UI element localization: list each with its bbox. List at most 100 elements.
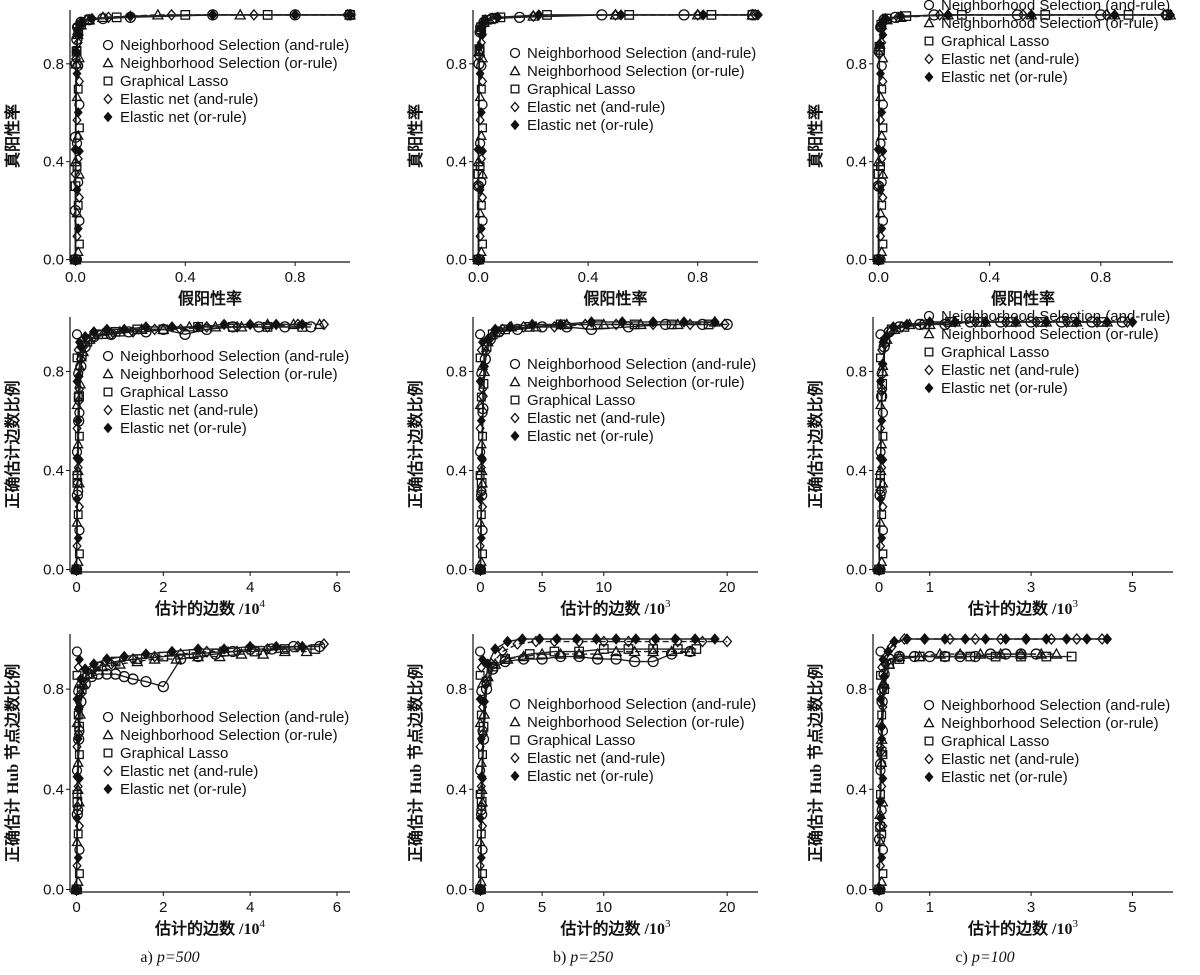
legend-marker — [510, 735, 520, 745]
data-point — [476, 677, 489, 688]
data-point — [875, 21, 886, 33]
data-point — [71, 516, 83, 527]
data-point — [477, 383, 488, 395]
legend: Neighborhood Selection (and-rule)Neighbo… — [102, 709, 349, 798]
y-tick-label: 0.0 — [446, 881, 467, 898]
data-point — [878, 431, 888, 441]
data-point — [475, 438, 487, 449]
data-point — [72, 693, 82, 705]
y-tick-label: 0.0 — [43, 252, 64, 269]
data-point — [623, 635, 634, 648]
data-point — [74, 454, 84, 466]
legend-marker — [510, 101, 520, 113]
data-point — [72, 129, 84, 140]
data-point — [524, 649, 535, 659]
legend-marker — [510, 752, 520, 764]
data-point — [753, 9, 763, 21]
chart-panel-row2-col3: 0.0 0.4 0.8 0 1 3 5 估计的边数 /103 正确估计边数比例 Neighborh… — [806, 308, 1173, 618]
data-point — [721, 318, 733, 331]
data-point — [73, 344, 83, 356]
data-point — [475, 860, 485, 872]
x-tick-label: 5 — [1128, 579, 1136, 596]
data-point — [876, 493, 885, 505]
x-tick-label: 20 — [719, 579, 736, 596]
x-tick-label: 6 — [333, 899, 341, 916]
data-point — [877, 168, 889, 179]
data-point — [127, 653, 139, 666]
data-point — [476, 153, 487, 165]
data-point — [476, 661, 487, 673]
legend-marker — [510, 119, 520, 131]
data-point — [877, 37, 887, 49]
data-point — [940, 633, 950, 645]
data-point — [878, 336, 888, 348]
data-point — [970, 633, 981, 646]
data-point — [72, 756, 84, 767]
data-point — [598, 644, 609, 654]
data-point — [877, 415, 887, 426]
data-point — [245, 318, 256, 331]
chart-panel-row3-col3: 0.0 0.4 0.8 0 1 3 5 估计的边数 /103 正确估计 Hub 节点边数比例 Ne… — [806, 633, 1173, 938]
data-point — [1021, 633, 1031, 645]
legend-marker — [103, 748, 113, 758]
data-point — [140, 675, 152, 688]
x-axis-label: 估计的边数 /103 — [560, 598, 671, 618]
legend-label: Neighborhood Selection (or-rule) — [527, 63, 745, 80]
data-point — [1061, 633, 1072, 645]
data-point — [878, 192, 888, 204]
data-point — [888, 321, 899, 333]
legend-marker — [509, 65, 521, 76]
data-point — [290, 9, 301, 21]
data-point — [477, 501, 488, 513]
panel-caption: c) p=100 — [955, 949, 1014, 966]
y-axis-label: 正确估计边数比例 — [3, 380, 22, 508]
data-point — [477, 192, 488, 204]
data-point — [478, 431, 488, 441]
y-tick-label: 0.4 — [846, 462, 867, 479]
y-tick-label: 0.4 — [43, 154, 64, 171]
x-tick-label: 0 — [875, 899, 883, 916]
data-point — [874, 836, 887, 847]
legend-label: Neighborhood Selection (and-rule) — [527, 45, 756, 62]
data-point — [877, 780, 887, 792]
data-point — [478, 454, 488, 466]
data-point — [877, 359, 889, 370]
data-point — [475, 184, 485, 196]
data-point — [876, 756, 888, 767]
x-tick-label: 3 — [1027, 899, 1035, 916]
data-point — [476, 852, 486, 864]
chart-panel-row1-col1: 0.0 0.4 0.8 0.0 0.4 0.8 假阳性率 真阳性率 Neighborhood S… — [3, 8, 357, 308]
data-point — [877, 661, 887, 673]
data-point — [877, 215, 889, 226]
origin-ramp — [474, 329, 489, 575]
data-point — [500, 654, 510, 664]
legend-label: Neighborhood Selection (and-rule) — [941, 308, 1170, 325]
data-point — [476, 532, 486, 544]
data-point — [73, 852, 83, 864]
legend-label: Neighborhood Selection (and-rule) — [120, 37, 349, 54]
data-point — [478, 145, 488, 157]
legend-marker — [509, 698, 521, 710]
data-point — [71, 329, 83, 340]
data-point — [480, 14, 491, 26]
series-line — [75, 648, 316, 890]
data-point — [475, 875, 487, 886]
data-point — [889, 635, 900, 648]
x-tick-label: 2 — [159, 579, 167, 596]
data-point — [878, 654, 888, 665]
legend-marker — [102, 39, 114, 51]
data-point — [940, 651, 950, 662]
data-point — [474, 399, 486, 410]
data-point — [1165, 9, 1176, 21]
legend-marker — [924, 71, 934, 83]
data-point — [74, 215, 85, 226]
data-point — [80, 331, 91, 343]
chart-panel-row2-col1: 0.0 0.4 0.8 0 2 4 6 估计的边数 /104 正确估计边数比例 Neighborh… — [3, 317, 350, 618]
y-tick-label: 0.8 — [846, 363, 867, 380]
data-point — [297, 640, 308, 653]
data-point — [72, 245, 84, 257]
x-tick-label: 0.8 — [285, 269, 306, 286]
data-point — [72, 540, 82, 552]
x-tick-label: 0 — [875, 579, 883, 596]
data-point — [974, 647, 987, 659]
